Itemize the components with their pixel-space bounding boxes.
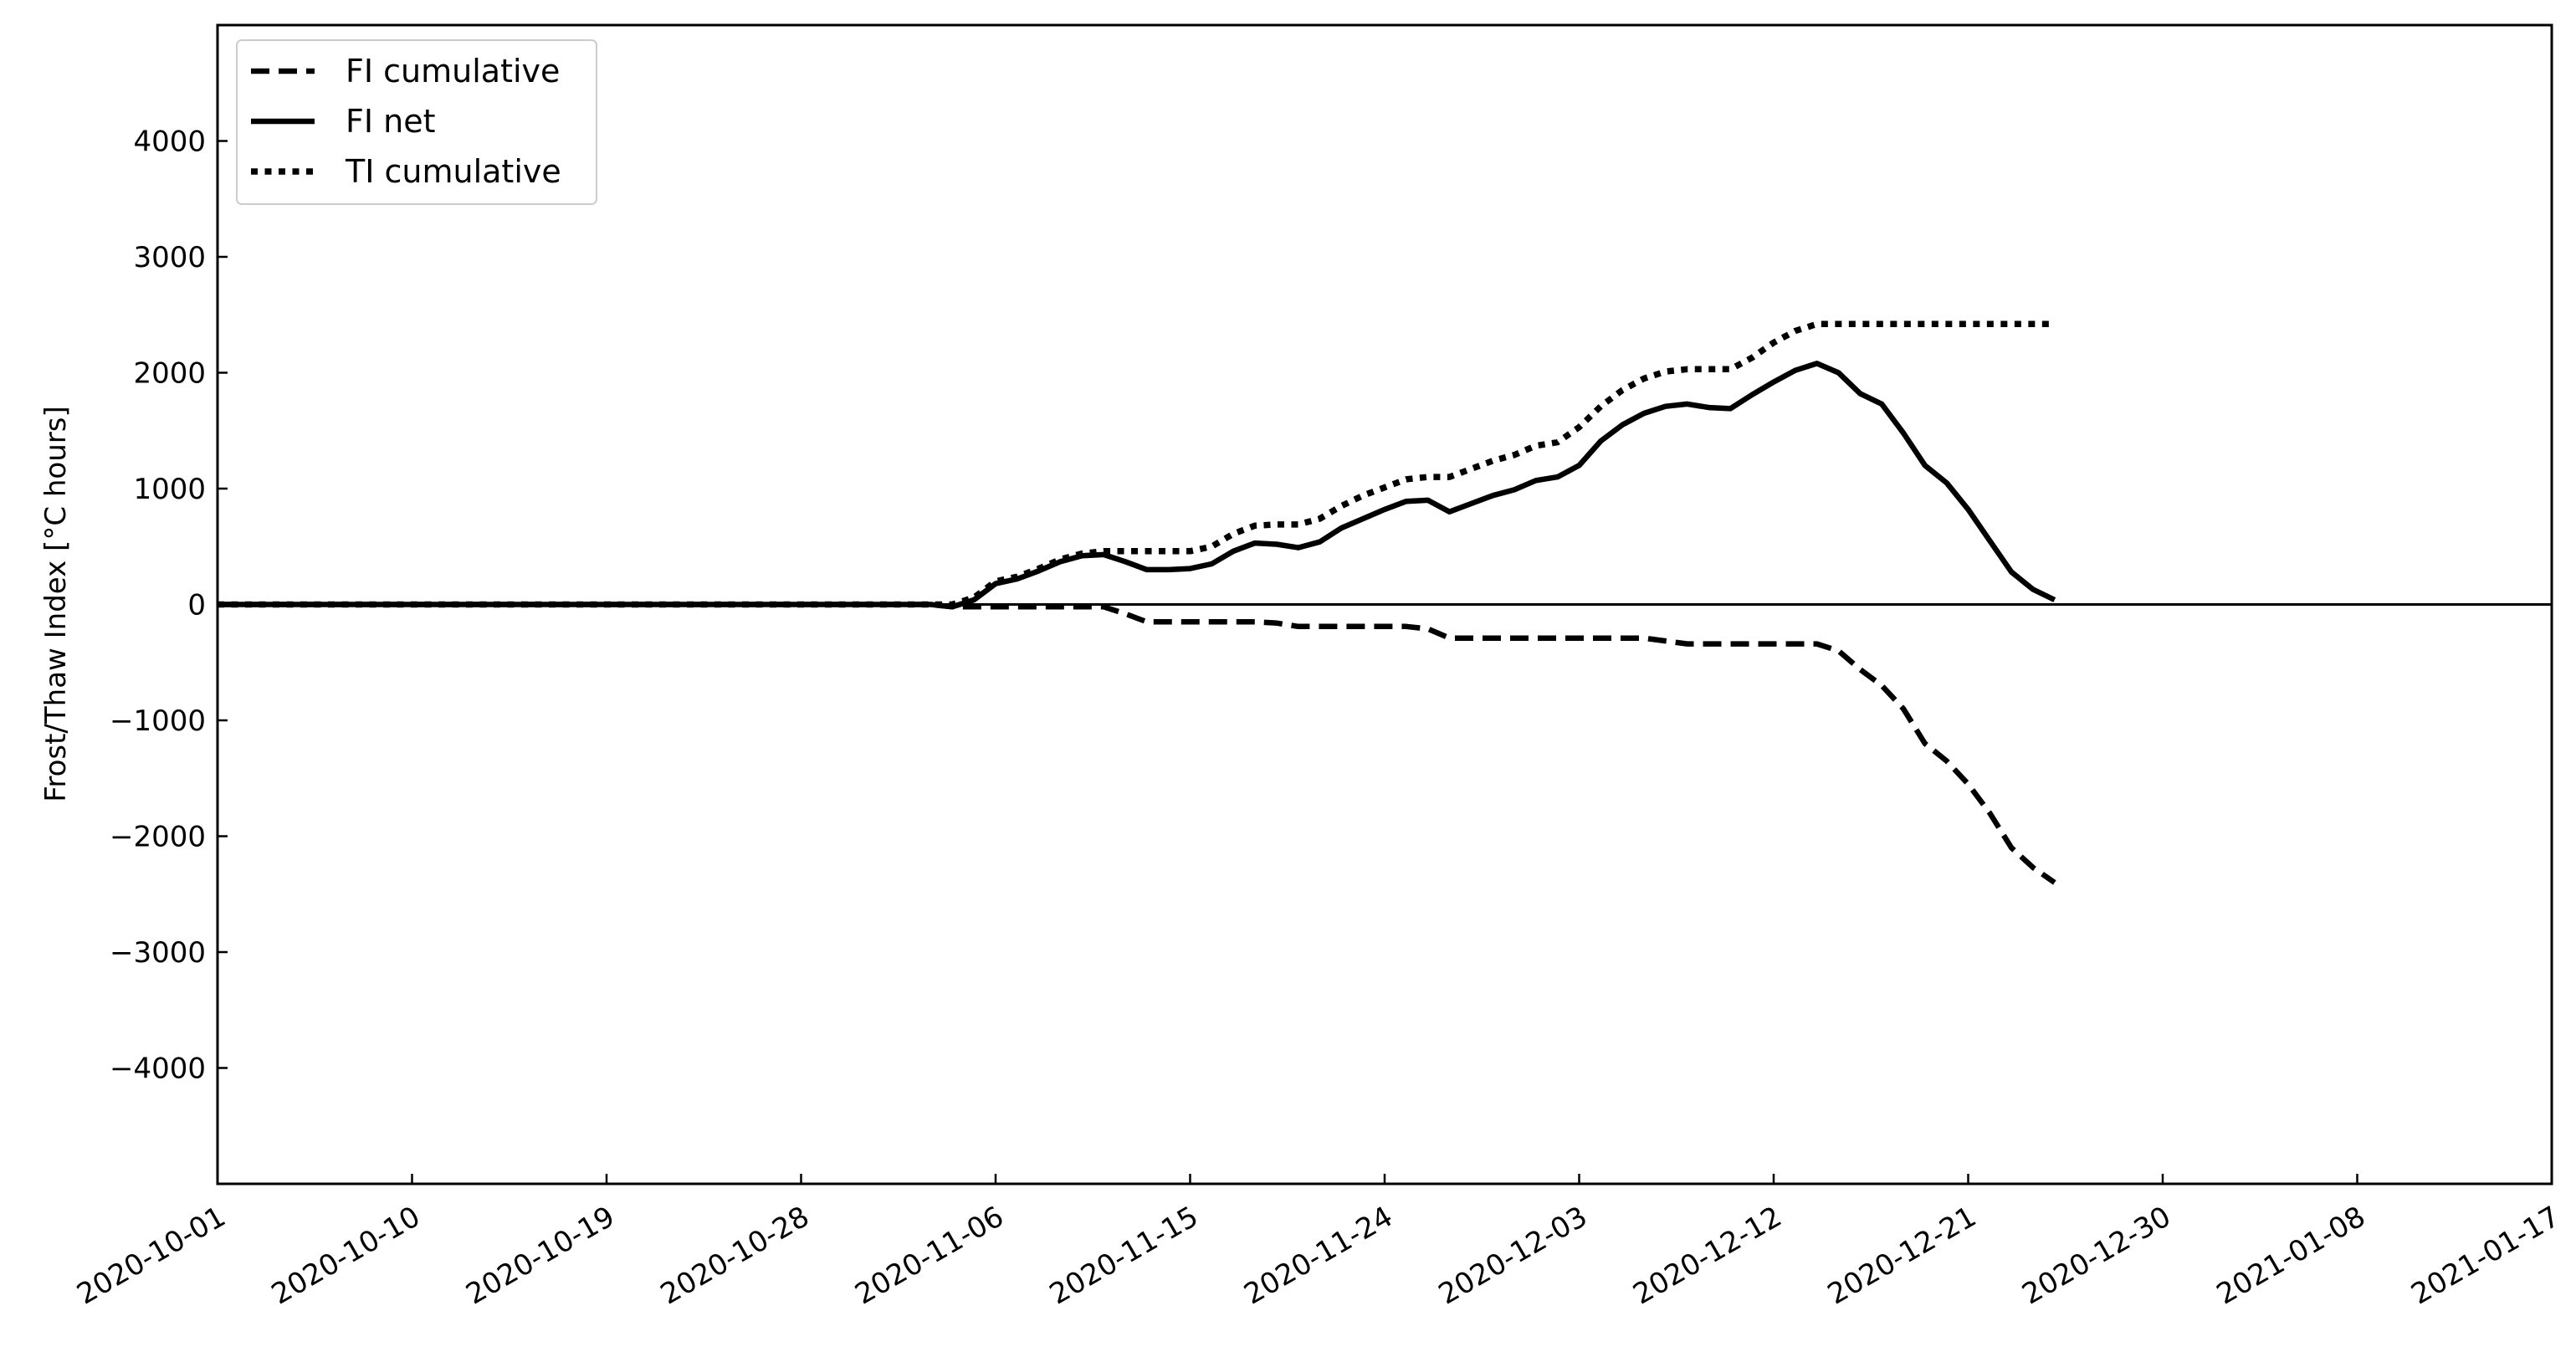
x-tick-label: 2020-11-24 <box>1238 1200 1398 1311</box>
series-line-ti-cumulative <box>218 320 2055 608</box>
y-tick-label: 1000 <box>133 473 206 506</box>
legend-label-fi-net: FI net <box>346 103 436 140</box>
x-tick-label: 2020-10-10 <box>266 1200 426 1311</box>
x-axis: 2020-10-01 2020-10-10 2020-10-19 2020-10-28… <box>71 1174 2566 1312</box>
legend-label-ti-cumulative: TI cumulative <box>345 153 561 190</box>
legend-box <box>236 39 597 205</box>
x-tick-label: 2020-12-03 <box>1433 1200 1593 1311</box>
x-tick-label: 2020-11-06 <box>849 1200 1009 1311</box>
legend: FI cumulative FI net TI cumulative <box>236 39 597 205</box>
x-tick-label: 2020-10-28 <box>655 1200 815 1311</box>
y-tick-label: −1000 <box>110 704 206 738</box>
x-tick-label: 2020-10-19 <box>460 1200 620 1311</box>
x-tick-label: 2020-10-01 <box>71 1200 231 1311</box>
x-tick-label: 2021-01-17 <box>2405 1200 2565 1311</box>
x-tick-label: 2020-11-15 <box>1044 1200 1204 1311</box>
y-tick-label: −3000 <box>110 936 206 970</box>
y-axis-title: Frost/Thaw Index [°C hours] <box>39 406 73 801</box>
series-layer <box>218 320 2056 885</box>
x-tick-label: 2020-12-21 <box>1822 1200 1982 1311</box>
y-tick-label: 4000 <box>133 125 206 159</box>
y-tick-label: 0 <box>187 589 206 622</box>
series-line-fi-cumulative <box>218 602 2056 885</box>
y-tick-label: 3000 <box>133 241 206 274</box>
x-tick-label: 2021-01-08 <box>2211 1200 2371 1311</box>
series-line-fi-net <box>218 361 2056 610</box>
x-tick-label: 2020-12-30 <box>2016 1200 2176 1311</box>
y-tick-label: −4000 <box>110 1052 206 1086</box>
y-tick-label: 2000 <box>133 357 206 391</box>
legend-label-fi-cumulative: FI cumulative <box>346 53 560 90</box>
x-tick-label: 2020-12-12 <box>1627 1200 1787 1311</box>
y-tick-label: −2000 <box>110 821 206 854</box>
plot-area <box>216 23 2553 1186</box>
y-axis: −4000 −3000 −2000 −1000 0 1000 2000 3000 4000 <box>110 125 228 1086</box>
